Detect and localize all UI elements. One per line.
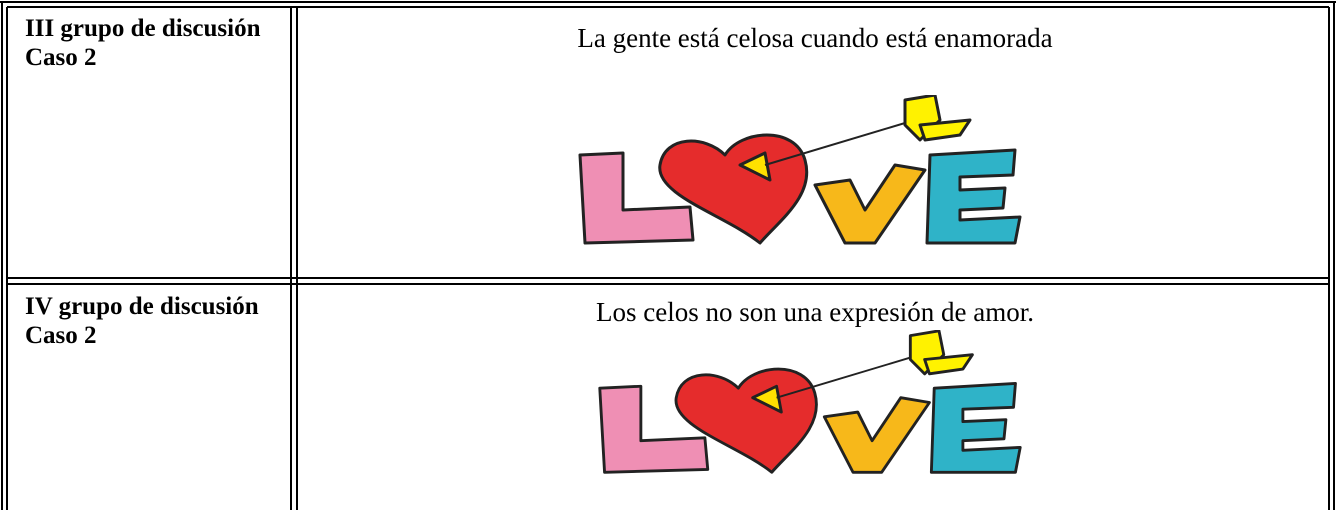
case-label: Caso 2 <box>25 322 97 349</box>
group-name: IV grupo de discusión <box>25 293 259 320</box>
statement: Los celos no son una expresión de amor. <box>596 297 1034 327</box>
love-clipart <box>575 95 1025 245</box>
group-label: IV grupo de discusión Caso 2 <box>25 292 275 350</box>
group-label: III grupo de discusión Caso 2 <box>25 14 275 72</box>
statement: La gente está celosa cuando está enamora… <box>577 23 1053 53</box>
group-name: III grupo de discusión <box>25 15 261 42</box>
love-clipart <box>595 330 1025 475</box>
case-label: Caso 2 <box>25 44 97 71</box>
